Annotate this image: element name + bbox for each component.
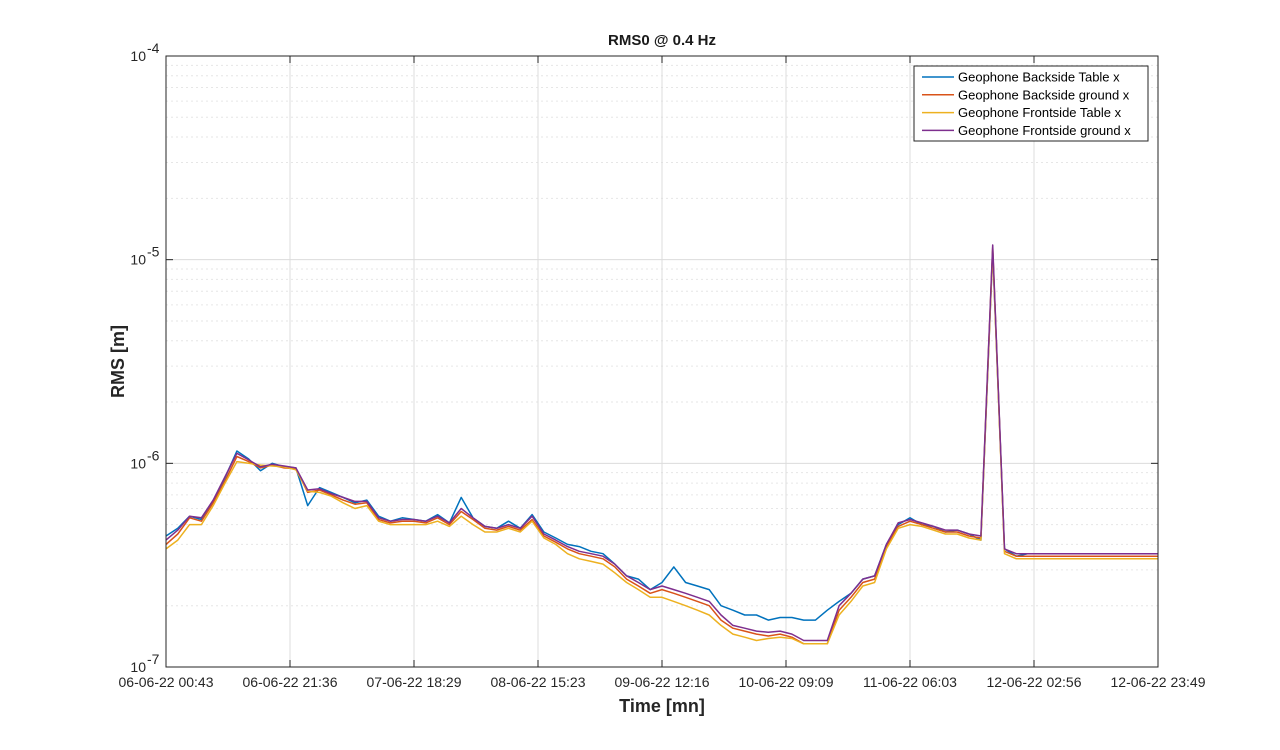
series-line-4 xyxy=(165,244,1158,642)
x-tick-label: 12-06-22 02:56 xyxy=(987,674,1082,690)
x-tick-label: 06-06-22 00:43 xyxy=(119,674,214,690)
legend-entry: Geophone Frontside Table x xyxy=(958,105,1122,120)
ticks: 06-06-22 00:43 06-06-22 21:36 07-06-22 18:… xyxy=(119,40,1206,690)
y-tick-label: 10 xyxy=(130,252,146,268)
legend-box xyxy=(913,65,1149,142)
y-tick-exponent: -7 xyxy=(147,651,160,667)
x-tick-label: 07-06-22 18:29 xyxy=(367,674,462,690)
y-tick-label: 10 xyxy=(130,455,146,471)
x-tick-label: 09-06-22 12:16 xyxy=(615,674,710,690)
y-axis-label: RMS [m] xyxy=(108,325,128,398)
x-tick-label: 11-06-22 06:03 xyxy=(863,674,957,690)
y-tick-label: 10 xyxy=(130,659,146,675)
y-tick-exponent: -5 xyxy=(147,244,160,260)
legend-entry: Geophone Frontside ground x xyxy=(958,123,1131,138)
chart-title: RMS0 @ 0.4 Hz xyxy=(608,32,716,49)
x-tick-label: 06-06-22 21:36 xyxy=(243,674,338,690)
y-tick-label: 10 xyxy=(130,48,146,64)
series-layer xyxy=(165,244,1158,645)
legend: Geophone Backside Table x Geophone Backsi… xyxy=(913,65,1149,142)
y-tick-exponent: -6 xyxy=(147,447,160,463)
legend-entry: Geophone Backside Table x xyxy=(958,70,1120,85)
x-axis-label: Time [mn] xyxy=(619,696,705,716)
x-tick-label: 12-06-22 23:49 xyxy=(1111,674,1206,690)
x-tick-label: 08-06-22 15:23 xyxy=(491,674,586,690)
x-tick-label: 10-06-22 09:09 xyxy=(739,674,834,690)
y-tick-exponent: -4 xyxy=(147,40,160,56)
legend-entry: Geophone Backside ground x xyxy=(958,87,1130,102)
